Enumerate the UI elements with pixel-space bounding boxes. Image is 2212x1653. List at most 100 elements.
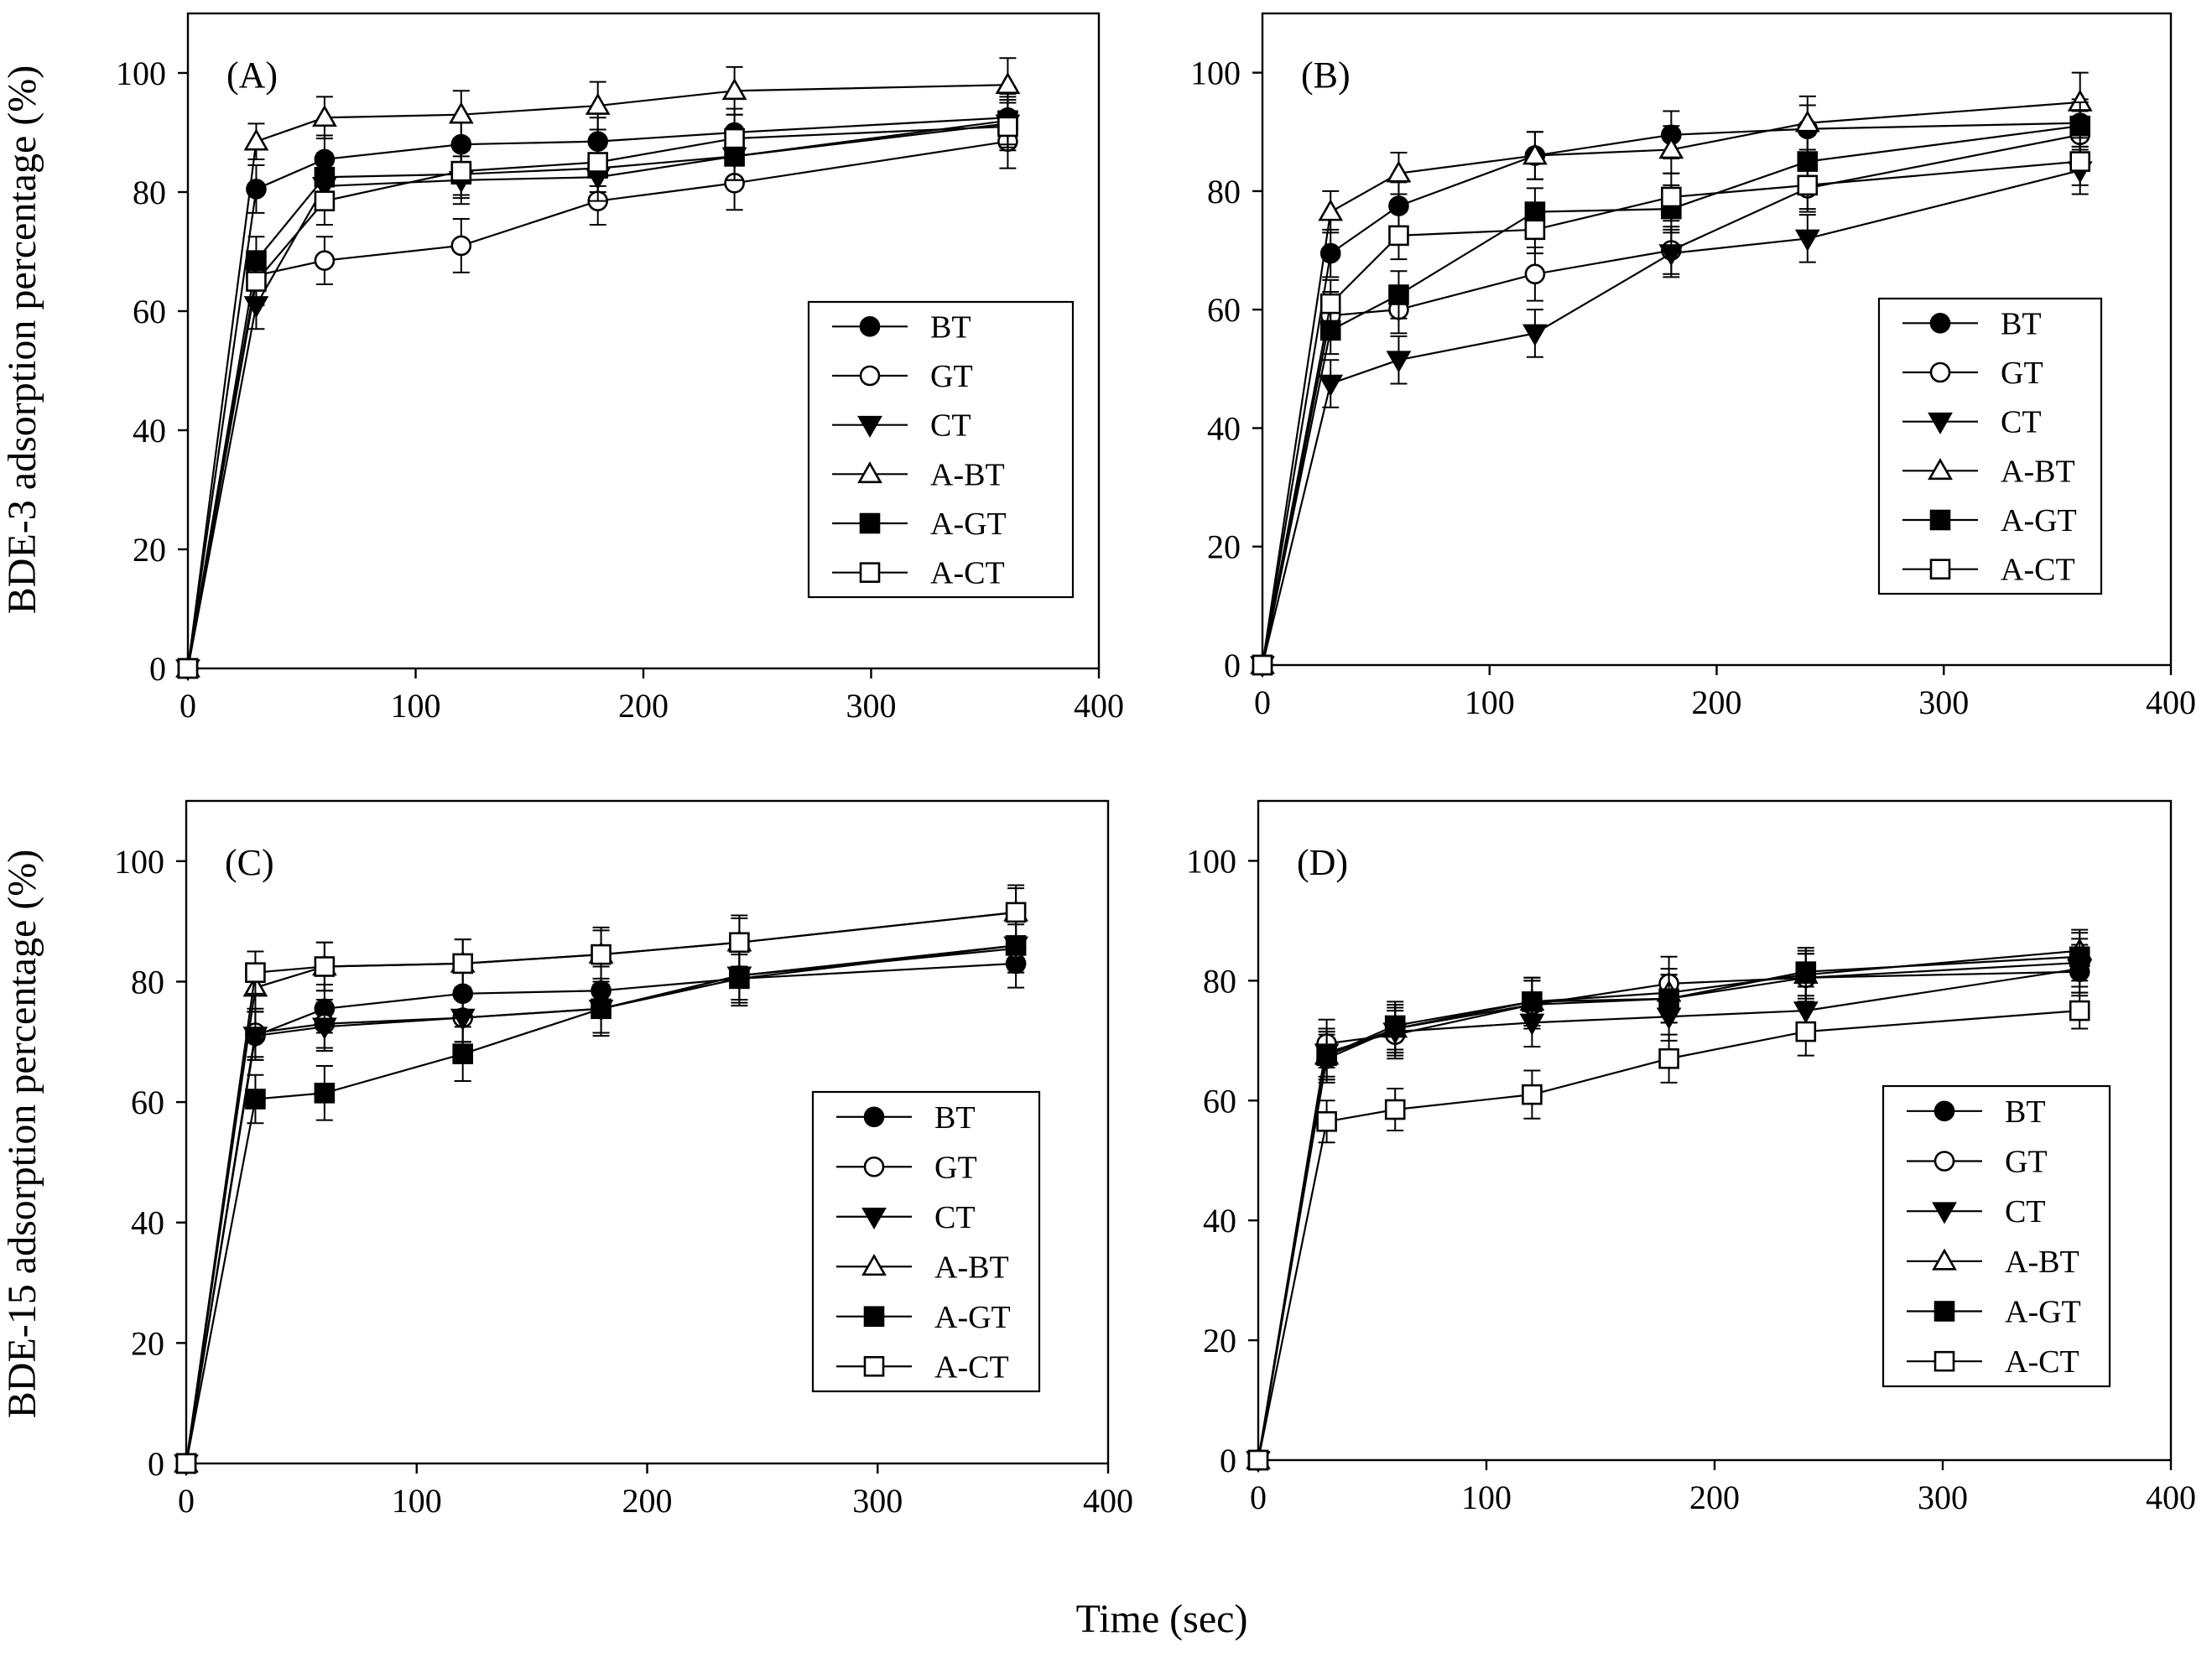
y-tick-label: 80	[131, 963, 164, 1001]
x-tick-label: 0	[1250, 1479, 1267, 1516]
legend-label: A-CT	[934, 1349, 1009, 1385]
data-point	[1795, 1021, 1817, 1042]
legend-box	[1882, 1084, 2111, 1388]
data-point	[995, 71, 1021, 94]
data-point	[1794, 229, 1820, 252]
x-tick-label: 100	[1465, 684, 1515, 721]
y-tick-label: 0	[1224, 647, 1241, 684]
legend-label: CT	[930, 408, 971, 444]
data-point	[1386, 351, 1412, 373]
panel-d: 0 100 200 300 400 0 20 40 60 80 100 (D) BT GT CT A-BT A-…	[1186, 799, 2196, 1516]
data-point	[1386, 160, 1412, 183]
legend-label: A-BT	[930, 457, 1005, 492]
x-tick-label: 0	[178, 1482, 195, 1520]
series-a-ct	[1252, 137, 2090, 676]
x-tick-label: 400	[2146, 1479, 2196, 1516]
data-point	[452, 953, 474, 975]
legend-marker	[1929, 361, 1951, 383]
data-point	[314, 1083, 336, 1104]
x-tick-label: 100	[391, 687, 441, 725]
y-tick-label: 0	[1220, 1442, 1236, 1479]
legend-marker	[863, 1156, 885, 1177]
legend-label: CT	[2001, 405, 2042, 440]
legend-box	[1877, 297, 2103, 595]
y-tick-label: 60	[1207, 291, 1241, 329]
y-tick-label: 100	[1186, 842, 1236, 880]
y-tick-label: 60	[1203, 1082, 1236, 1120]
y-tick-label: 20	[133, 531, 166, 569]
panel-label: (C)	[225, 842, 274, 883]
data-point	[1524, 263, 1546, 285]
y-tick-label: 20	[131, 1324, 164, 1362]
legend-label: BT	[930, 309, 971, 345]
y-tick-label: 80	[133, 174, 166, 211]
data-point	[242, 1027, 268, 1049]
legend-marker	[1928, 458, 1953, 481]
legend: BT GT CT A-BT A-GT A-CT	[807, 300, 1075, 599]
data-point	[1797, 174, 1819, 196]
data-point	[175, 1453, 197, 1474]
legend-label: BT	[2001, 306, 2042, 341]
data-point	[1661, 186, 1682, 208]
legend-box	[811, 1090, 1041, 1393]
legend-marker	[1934, 1151, 1955, 1172]
legend-label: A-GT	[930, 507, 1007, 542]
legend-marker	[859, 316, 881, 337]
y-tick-label: 80	[1207, 173, 1241, 211]
data-point	[1794, 110, 1820, 133]
legend-label: A-BT	[2001, 454, 2075, 489]
x-tick-label: 100	[1461, 1479, 1512, 1516]
data-point	[1005, 902, 1027, 923]
legend-box	[807, 300, 1075, 599]
x-tick-label: 400	[1074, 687, 1124, 725]
data-point	[1658, 244, 1684, 267]
data-point	[1522, 1084, 1543, 1105]
legend-label: GT	[934, 1150, 977, 1185]
series-a-gt	[1247, 932, 2090, 1471]
legend-label: A-GT	[2005, 1295, 2081, 1330]
data-point	[245, 962, 266, 983]
data-point	[1318, 199, 1344, 221]
data-point	[997, 116, 1018, 138]
legend-marker	[1934, 1301, 1955, 1322]
x-tick-label: 0	[180, 687, 196, 725]
data-point	[2069, 1000, 2090, 1021]
legend-label: BT	[934, 1100, 976, 1136]
x-tick-label: 200	[1689, 1479, 1740, 1516]
legend-label: A-CT	[2001, 553, 2075, 588]
legend-marker	[861, 1253, 887, 1276]
y-axis-title-top: BDE-3 adsorption percentage (%)	[0, 65, 44, 614]
legend-marker	[1934, 1100, 1955, 1122]
data-point	[314, 250, 336, 271]
y-tick-label: 80	[1203, 962, 1236, 1000]
data-point	[1388, 284, 1409, 305]
x-tick-label: 400	[2146, 684, 2196, 721]
series-a-ct	[1247, 991, 2090, 1471]
data-point	[1316, 1045, 1337, 1066]
data-point	[721, 78, 747, 101]
panel-a: 0 100 200 300 400 0 20 40 60 80 100 (A) BT GT CT A-BT A-…	[116, 12, 1124, 725]
x-tick-label: 100	[392, 1482, 442, 1520]
data-point	[1388, 225, 1409, 247]
legend-marker	[1929, 313, 1951, 334]
data-point	[450, 160, 472, 182]
x-tick-label: 300	[1918, 1479, 1968, 1516]
data-point	[246, 271, 267, 292]
legend-marker	[1932, 1248, 1957, 1271]
legend-marker	[863, 1106, 885, 1128]
x-tick-label: 200	[618, 687, 669, 725]
legend-label: A-BT	[934, 1250, 1009, 1285]
data-point	[452, 1043, 474, 1064]
legend-marker	[859, 365, 881, 387]
data-point	[1522, 991, 1543, 1012]
legend-marker	[857, 461, 882, 484]
x-tick-label: 200	[622, 1482, 673, 1520]
data-point	[311, 1017, 337, 1040]
data-point	[312, 104, 337, 127]
data-point	[591, 943, 612, 965]
legend-label: A-GT	[2001, 503, 2077, 538]
panel-c: 0 100 200 300 400 0 20 40 60 80 100 (C) BT GT CT A-BT A-…	[114, 799, 1133, 1520]
data-point	[245, 1089, 266, 1110]
data-point	[724, 127, 745, 149]
y-tick-label: 20	[1207, 528, 1241, 566]
